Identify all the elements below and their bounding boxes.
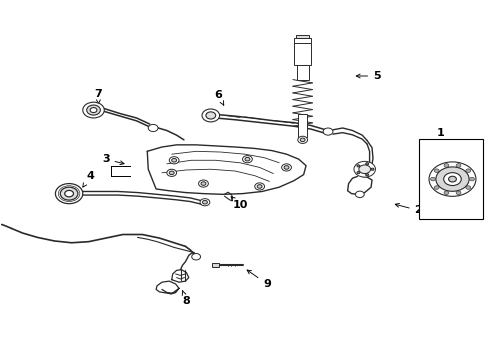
- Bar: [212, 263, 219, 267]
- Circle shape: [359, 165, 370, 174]
- Circle shape: [300, 138, 305, 141]
- Circle shape: [201, 182, 206, 185]
- Circle shape: [444, 164, 449, 167]
- Circle shape: [243, 156, 252, 163]
- Circle shape: [172, 158, 176, 162]
- Circle shape: [434, 169, 439, 172]
- Circle shape: [87, 105, 100, 115]
- Circle shape: [444, 191, 449, 194]
- Text: 3: 3: [102, 154, 124, 165]
- Text: 6: 6: [214, 90, 224, 105]
- Circle shape: [245, 157, 250, 161]
- Circle shape: [169, 157, 179, 164]
- Circle shape: [366, 174, 368, 176]
- Circle shape: [436, 167, 469, 191]
- Circle shape: [366, 163, 368, 165]
- Circle shape: [167, 169, 176, 176]
- Bar: [294, 43, 311, 65]
- Circle shape: [466, 169, 471, 172]
- Circle shape: [323, 128, 333, 135]
- Circle shape: [200, 199, 210, 206]
- Circle shape: [434, 186, 439, 189]
- Text: 7: 7: [95, 89, 102, 104]
- Circle shape: [466, 186, 471, 189]
- Circle shape: [202, 109, 220, 122]
- Bar: [419, 139, 484, 220]
- Text: 2: 2: [395, 203, 422, 216]
- Circle shape: [55, 184, 83, 204]
- Circle shape: [192, 253, 200, 260]
- Bar: [298, 114, 307, 137]
- Text: 9: 9: [247, 270, 271, 289]
- Circle shape: [257, 185, 262, 188]
- Circle shape: [90, 108, 97, 113]
- Circle shape: [255, 183, 265, 190]
- Circle shape: [448, 176, 456, 182]
- Circle shape: [354, 161, 375, 177]
- Text: 10: 10: [231, 197, 248, 210]
- Circle shape: [456, 191, 461, 194]
- Circle shape: [282, 164, 292, 171]
- Text: 1: 1: [437, 129, 446, 144]
- Circle shape: [456, 164, 461, 167]
- Bar: [297, 64, 309, 80]
- Circle shape: [83, 102, 104, 118]
- Circle shape: [357, 165, 360, 167]
- Text: 8: 8: [182, 291, 190, 306]
- Bar: [294, 38, 312, 44]
- Circle shape: [198, 180, 208, 187]
- Circle shape: [169, 171, 174, 175]
- Circle shape: [429, 162, 476, 196]
- Circle shape: [443, 173, 461, 185]
- Circle shape: [206, 112, 216, 119]
- Circle shape: [148, 125, 158, 132]
- Circle shape: [357, 171, 360, 174]
- Circle shape: [202, 201, 207, 204]
- Circle shape: [355, 191, 364, 198]
- Circle shape: [60, 187, 78, 200]
- Circle shape: [65, 190, 74, 197]
- Text: 5: 5: [356, 71, 381, 81]
- Circle shape: [298, 136, 308, 143]
- Bar: [296, 35, 310, 38]
- Circle shape: [469, 177, 474, 181]
- Circle shape: [431, 177, 436, 181]
- Text: 4: 4: [83, 171, 94, 187]
- Circle shape: [284, 166, 289, 169]
- Circle shape: [371, 168, 374, 170]
